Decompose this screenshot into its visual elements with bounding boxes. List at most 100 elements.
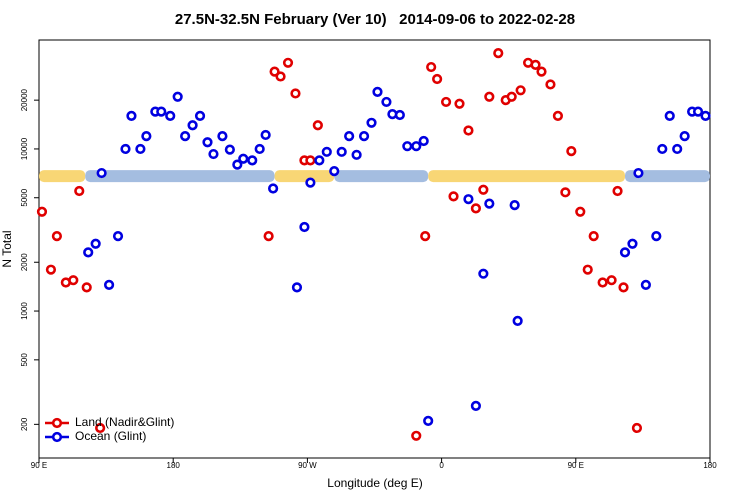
point: [536, 66, 547, 77]
point: [299, 221, 310, 233]
point: [560, 187, 571, 198]
x-tick-label: 90 E: [31, 461, 47, 470]
point: [394, 109, 405, 121]
point: [372, 86, 383, 97]
point: [432, 73, 443, 85]
point: [478, 268, 489, 279]
point-band: [334, 170, 429, 183]
y-tick-label: 20000: [20, 88, 29, 111]
point: [448, 191, 459, 202]
point: [484, 198, 495, 209]
point: [440, 96, 452, 108]
point: [640, 279, 651, 290]
point: [381, 96, 392, 108]
point: [254, 143, 265, 155]
point: [612, 185, 623, 197]
point: [484, 91, 495, 102]
point: [418, 135, 429, 147]
point: [68, 275, 79, 286]
point: [312, 120, 323, 131]
y-tick-label: 10000: [20, 137, 29, 160]
point: [575, 206, 586, 217]
point-band: [428, 170, 626, 183]
point: [618, 282, 629, 293]
point: [305, 155, 316, 166]
point: [260, 129, 271, 141]
point: [156, 106, 167, 117]
point: [263, 230, 274, 242]
point: [512, 315, 523, 326]
legend-label: Land (Nadir&Glint): [75, 415, 174, 429]
point: [217, 131, 228, 142]
point: [631, 422, 643, 434]
legend-marker: [51, 417, 63, 429]
point-band: [85, 170, 275, 183]
point: [282, 57, 294, 68]
point: [545, 79, 556, 90]
point: [402, 141, 413, 152]
point: [202, 137, 213, 148]
point: [588, 230, 599, 242]
point: [126, 110, 137, 121]
point: [96, 167, 107, 179]
point: [90, 238, 101, 249]
point: [633, 167, 644, 179]
point: [597, 277, 608, 288]
point: [566, 145, 577, 157]
point: [463, 194, 474, 205]
point: [420, 230, 431, 242]
point: [515, 85, 526, 96]
x-tick-label: 90 W: [298, 461, 317, 470]
point: [552, 110, 564, 121]
point: [478, 184, 489, 195]
point: [135, 143, 146, 155]
y-axis-label: N Total: [0, 230, 14, 267]
point: [290, 88, 301, 99]
x-axis-label: Longitude (deg E): [327, 476, 422, 490]
point: [81, 282, 92, 293]
point: [83, 247, 94, 258]
point: [692, 106, 704, 117]
point: [238, 153, 249, 164]
point: [224, 144, 235, 155]
point: [314, 155, 325, 166]
point: [51, 230, 62, 242]
point: [232, 159, 243, 170]
legend-marker: [51, 431, 63, 443]
point: [679, 131, 690, 142]
y-tick-label: 5000: [20, 188, 29, 206]
point-band: [39, 170, 86, 183]
point: [247, 155, 258, 166]
point: [470, 400, 481, 411]
point: [651, 230, 662, 242]
point: [351, 149, 362, 160]
x-tick-label: 0: [439, 461, 444, 470]
x-tick-label: 180: [703, 461, 717, 470]
point: [141, 131, 152, 142]
point: [74, 185, 85, 197]
point: [208, 148, 219, 160]
y-tick-label: 500: [20, 353, 29, 367]
point: [194, 110, 206, 121]
point: [493, 48, 504, 59]
point: [509, 200, 520, 211]
point: [506, 91, 517, 102]
point: [344, 131, 355, 142]
point: [336, 146, 347, 157]
point: [582, 264, 593, 275]
point: [627, 238, 638, 249]
point: [411, 141, 422, 152]
point: [423, 415, 434, 427]
y-tick-label: 200: [20, 417, 29, 431]
point: [268, 183, 279, 194]
point: [95, 422, 106, 434]
point: [619, 247, 631, 258]
x-tick-label: 90 E: [568, 461, 584, 470]
point: [36, 206, 48, 217]
point: [120, 143, 131, 155]
y-tick-label: 1000: [20, 302, 29, 320]
point: [606, 275, 617, 286]
point: [366, 117, 377, 128]
point: [45, 264, 57, 275]
point: [672, 143, 683, 155]
